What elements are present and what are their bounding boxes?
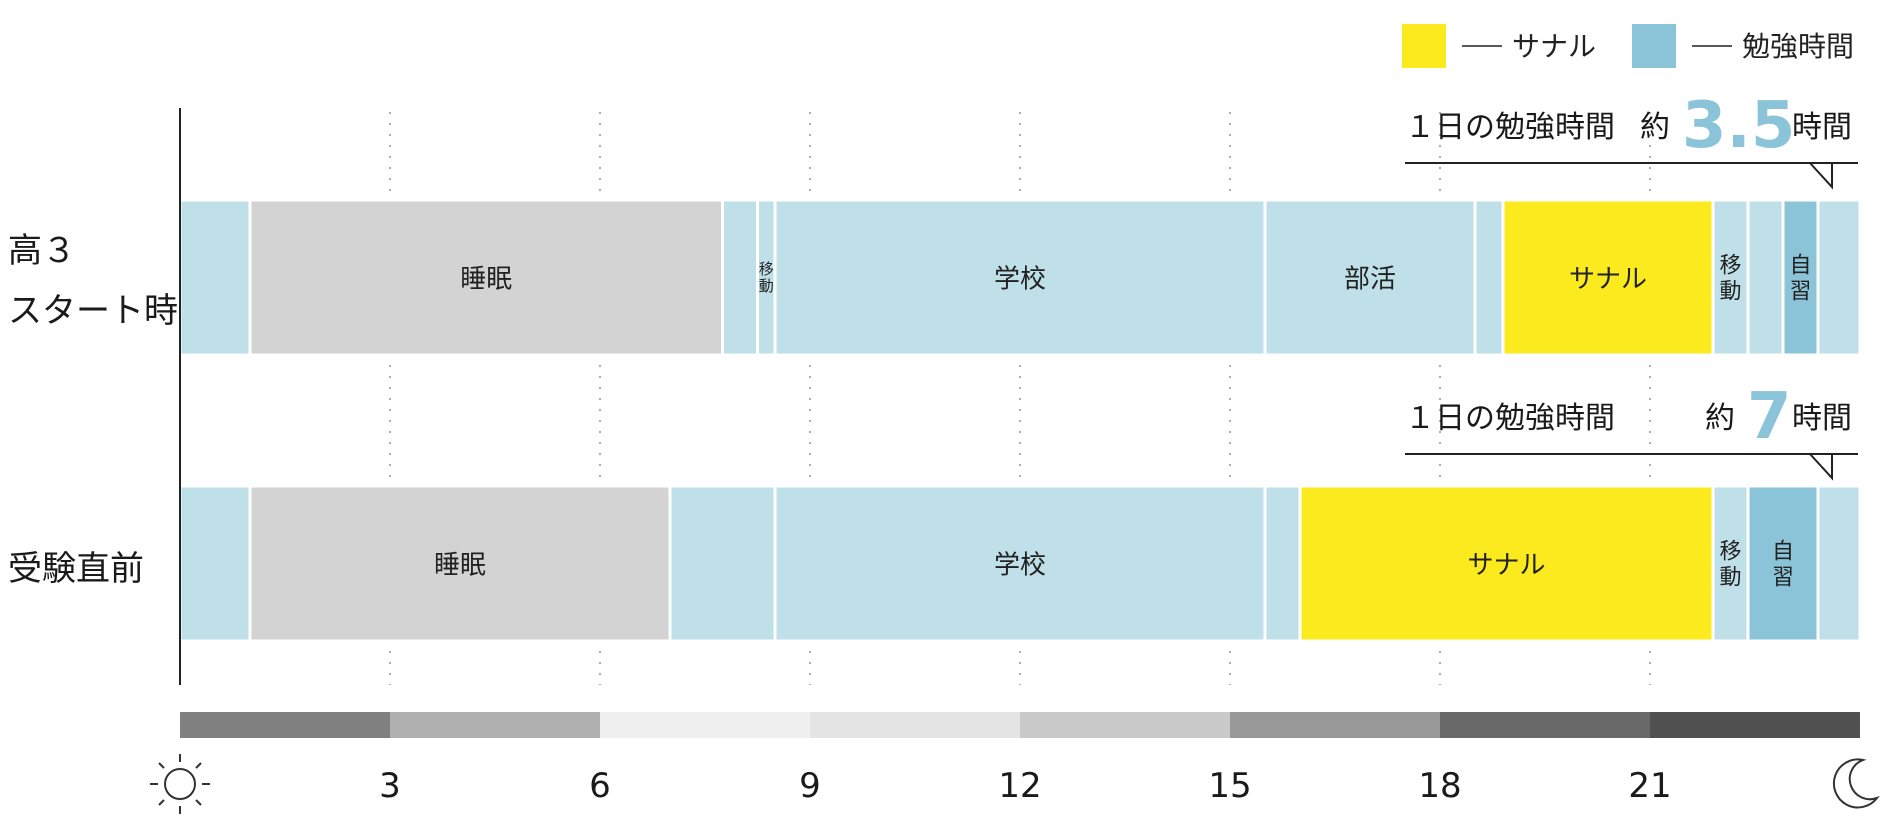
segment-label: 睡眠 — [460, 265, 512, 295]
bar-segment-study — [1781, 198, 1820, 357]
x-tick-label: 15 — [1208, 766, 1251, 806]
annotation-value: 7 — [1747, 380, 1792, 454]
annotation-callout-line — [1405, 162, 1858, 190]
bar-segment-sanaru — [1298, 484, 1715, 643]
x-tick-labels: 3 6 9 12 15 18 21 — [379, 766, 1671, 806]
moon-icon — [1832, 758, 1880, 809]
segment-label: 睡眠 — [434, 551, 486, 581]
annotation-approx: 約 — [1640, 110, 1670, 145]
bar-segment-sanaru — [1501, 198, 1715, 357]
annotation-callout-line — [1405, 453, 1858, 481]
x-tick-label: 6 — [589, 766, 611, 806]
bar-segment-other — [178, 198, 252, 357]
segment-label: 自習 — [1789, 254, 1811, 305]
time-band-segment — [1230, 712, 1440, 738]
bar-segment-other — [178, 484, 252, 643]
bar-segment-other — [1473, 198, 1505, 357]
segment-label: 自習 — [1772, 540, 1794, 591]
annotation-unit: 時間 — [1792, 401, 1852, 436]
bar-segment-sleep — [248, 484, 672, 643]
time-band-segment — [1650, 712, 1860, 738]
time-band-segment — [810, 712, 1020, 738]
legend-swatch — [1632, 24, 1676, 68]
segment-label: 移動 — [759, 260, 774, 295]
x-tick-label: 9 — [799, 766, 821, 806]
annotation-unit: 時間 — [1792, 110, 1852, 145]
time-band-segment — [1020, 712, 1230, 738]
bar-segment-other — [773, 484, 1267, 643]
annotation-prefix: １日の勉強時間 — [1405, 110, 1615, 145]
segment-label: サナル — [1569, 265, 1647, 295]
segment-label: 部活 — [1344, 265, 1396, 295]
sun-icon — [150, 754, 210, 814]
time-band-segment — [600, 712, 810, 738]
legend-label: 勉強時間 — [1742, 30, 1854, 63]
bar-segment-other — [1263, 198, 1477, 357]
annotation-prefix: １日の勉強時間 — [1405, 401, 1615, 436]
bar-segment-other — [1711, 198, 1750, 357]
segment-label: 学校 — [994, 265, 1046, 295]
segment-label: 移動 — [1719, 540, 1741, 591]
bar-segment-other — [721, 198, 759, 357]
bar-segment-other — [1263, 484, 1302, 643]
bar-segment-other — [1816, 198, 1862, 357]
row-label: 受験直前 — [8, 549, 144, 589]
row-label: スタート時 — [8, 291, 178, 331]
legend-swatch — [1402, 24, 1446, 68]
row-label: 高３ — [8, 231, 76, 271]
bar-segment-other — [668, 484, 777, 643]
annotation-value: 3.5 — [1682, 89, 1795, 163]
legend: サナル 勉強時間 — [1402, 24, 1854, 68]
segment-label: サナル — [1467, 551, 1545, 581]
gridlines — [389, 112, 1651, 685]
x-tick-label: 18 — [1418, 766, 1461, 806]
legend-label: サナル — [1512, 30, 1596, 63]
x-tick-label: 3 — [379, 766, 401, 806]
time-band-segment — [1440, 712, 1650, 738]
segment-label: 移動 — [1719, 254, 1741, 305]
study-time-annotations: １日の勉強時間約 3.5時間１日の勉強時間約 7 時間 — [1405, 89, 1858, 481]
bar-segment-other — [1816, 484, 1862, 643]
time-band-segment — [390, 712, 600, 738]
annotation-approx: 約 — [1705, 401, 1735, 436]
x-tick-label: 12 — [998, 766, 1041, 806]
x-tick-label: 21 — [1628, 766, 1671, 806]
time-band-segment — [180, 712, 390, 738]
segment-label: 学校 — [994, 551, 1046, 581]
bar-segment-other — [1746, 198, 1785, 357]
time-of-day-band — [180, 712, 1860, 738]
bar-segment-other — [773, 198, 1267, 357]
